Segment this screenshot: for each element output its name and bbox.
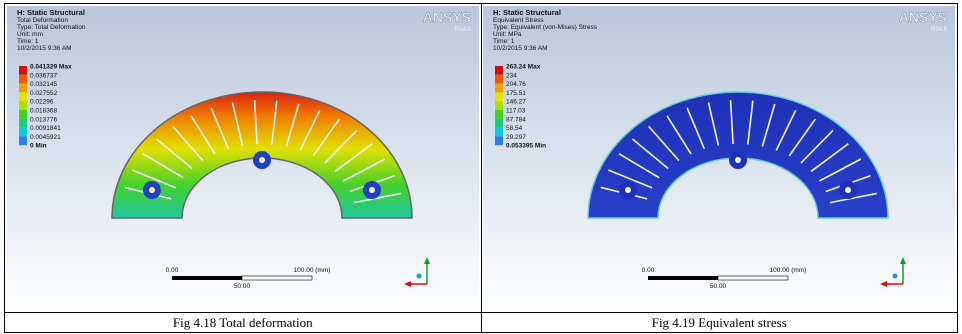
header-line: 10/2/2015 9:36 AM xyxy=(17,45,72,52)
scale-label: 0.00 xyxy=(642,267,655,274)
legend-label: 0.036737 xyxy=(30,72,57,79)
image-row: H: Static StructuralTotal DeformationTyp… xyxy=(5,4,958,313)
legend-swatch xyxy=(495,101,503,110)
scale-label: 0.00 xyxy=(165,267,178,274)
legend-swatch xyxy=(19,66,27,75)
header-line: Time: 1 xyxy=(17,38,39,45)
header-line: Unit: MPa xyxy=(493,31,522,38)
scale-label: 100.00 (mm) xyxy=(770,267,807,274)
legend-label: 0.041329 Max xyxy=(30,64,72,71)
header-line: Unit: mm xyxy=(17,31,43,38)
legend-swatch xyxy=(495,92,503,101)
bolt-hole xyxy=(369,187,375,193)
logo: ANSYS xyxy=(423,9,471,25)
header-line: Time: 1 xyxy=(493,38,515,45)
bolt-hole xyxy=(735,157,741,163)
legend-swatch xyxy=(495,66,503,75)
header-line: Type: Total Deformation xyxy=(17,24,86,31)
legend-swatch xyxy=(19,119,27,128)
legend-swatch xyxy=(495,136,503,145)
bolt-hole xyxy=(149,187,155,193)
legend-label: 87.784 xyxy=(506,116,526,123)
legend-label: 0.013776 xyxy=(30,116,57,123)
legend-label: 0.0091841 xyxy=(30,125,61,132)
header-line: Total Deformation xyxy=(17,17,68,24)
axis-z xyxy=(893,274,898,279)
legend-swatch xyxy=(19,101,27,110)
legend-label: 58.54 xyxy=(506,125,523,132)
header-line: Equivalent Stress xyxy=(493,17,544,24)
scale-label: 100.00 (mm) xyxy=(293,267,330,274)
legend-swatch xyxy=(495,119,503,128)
legend-label: 204.76 xyxy=(506,81,526,88)
header-line: 10/2/2015 9:36 AM xyxy=(493,45,548,52)
legend-swatch xyxy=(19,110,27,119)
scale-bar-white xyxy=(718,276,788,280)
header-line: H: Static Structural xyxy=(17,8,85,17)
legend-swatch xyxy=(495,110,503,119)
legend-label: 175.51 xyxy=(506,90,526,97)
legend-swatch xyxy=(19,84,27,93)
legend-swatch xyxy=(19,75,27,84)
bolt-hole xyxy=(845,187,851,193)
legend-label: 0 Min xyxy=(30,143,47,150)
caption: Fig 4.19 Equivalent stress xyxy=(481,313,958,333)
legend-label: 263.24 Max xyxy=(506,64,541,71)
legend-label: 0.032145 xyxy=(30,81,57,88)
legend-label: 0.018368 xyxy=(30,108,57,115)
bolt-hole xyxy=(259,157,265,163)
legend-label: 146.27 xyxy=(506,99,526,106)
header-line: H: Static Structural xyxy=(493,8,561,17)
scale-bar-black xyxy=(172,276,242,280)
legend-swatch xyxy=(19,136,27,145)
axis-z xyxy=(416,274,421,279)
header-line: Type: Equivalent (von-Mises) Stress xyxy=(493,24,598,31)
scale-bar-white xyxy=(242,276,312,280)
bolt-hole xyxy=(625,187,631,193)
legend-label: 0.0045921 xyxy=(30,134,61,141)
page: H: Static StructuralTotal DeformationTyp… xyxy=(0,0,962,334)
scale-label: 50.00 xyxy=(234,283,251,290)
legend-label: 234 xyxy=(506,72,517,79)
legend-label: 0.027552 xyxy=(30,90,57,97)
legend-swatch xyxy=(19,128,27,137)
logo: ANSYS xyxy=(899,9,947,25)
legend-label: 29.297 xyxy=(506,134,526,141)
legend-label: 117.03 xyxy=(506,108,526,115)
legend-label: 0.053395 Min xyxy=(506,143,546,150)
caption: Fig 4.18 Total deformation xyxy=(5,313,482,333)
legend-swatch xyxy=(495,84,503,93)
legend-swatch xyxy=(495,128,503,137)
version: R14.5 xyxy=(931,27,948,33)
version: R14.5 xyxy=(455,27,472,33)
caption-row: Fig 4.18 Total deformation Fig 4.19 Equi… xyxy=(5,313,958,333)
legend-swatch xyxy=(19,92,27,101)
scale-bar-black xyxy=(648,276,718,280)
legend-swatch xyxy=(495,75,503,84)
legend-label: 0.02296 xyxy=(30,99,54,106)
scale-label: 50.00 xyxy=(710,283,727,290)
